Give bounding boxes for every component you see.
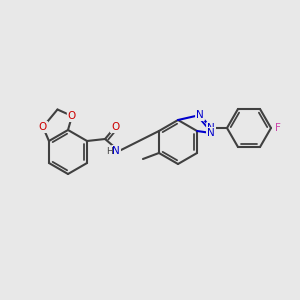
Text: N: N xyxy=(112,146,120,156)
Text: O: O xyxy=(39,122,47,132)
Text: N: N xyxy=(196,110,204,120)
Text: N: N xyxy=(207,128,215,138)
Text: F: F xyxy=(275,123,281,133)
Text: H: H xyxy=(106,148,112,157)
Text: O: O xyxy=(111,122,119,132)
Text: N: N xyxy=(207,123,215,133)
Text: O: O xyxy=(68,111,76,121)
